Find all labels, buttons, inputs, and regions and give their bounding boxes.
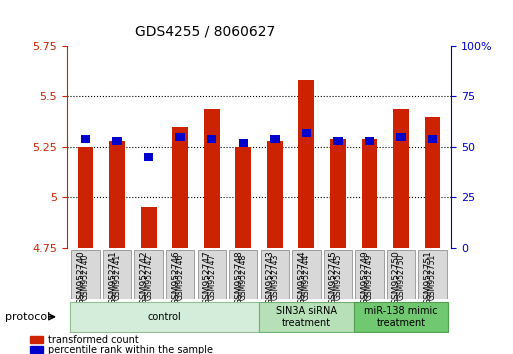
Text: GSM952750: GSM952750 — [397, 254, 405, 300]
Text: GSM952748: GSM952748 — [239, 254, 248, 300]
Text: GSM952740: GSM952740 — [81, 254, 90, 300]
Bar — [235, 147, 251, 248]
Text: SIN3A siRNA
treatment: SIN3A siRNA treatment — [276, 306, 337, 328]
Bar — [362, 139, 378, 248]
Text: GSM952748: GSM952748 — [234, 250, 243, 305]
Text: GSM952740: GSM952740 — [76, 250, 86, 305]
FancyBboxPatch shape — [324, 250, 352, 299]
Bar — [30, 336, 43, 343]
Text: GSM952745: GSM952745 — [333, 254, 342, 300]
Bar — [396, 133, 406, 141]
FancyBboxPatch shape — [292, 250, 321, 299]
Text: GSM952751: GSM952751 — [428, 254, 437, 300]
Bar — [175, 133, 185, 141]
Bar — [78, 147, 93, 248]
Text: GSM952746: GSM952746 — [171, 250, 180, 305]
Bar — [270, 135, 280, 143]
Text: protocol: protocol — [5, 312, 50, 322]
FancyBboxPatch shape — [70, 302, 259, 332]
Text: GSM952750: GSM952750 — [392, 250, 401, 305]
Text: GSM952749: GSM952749 — [365, 254, 374, 300]
Text: GDS4255 / 8060627: GDS4255 / 8060627 — [135, 25, 275, 39]
Text: percentile rank within the sample: percentile rank within the sample — [48, 345, 212, 354]
Bar — [425, 116, 440, 248]
FancyBboxPatch shape — [356, 250, 384, 299]
Bar — [207, 135, 216, 143]
Bar — [204, 109, 220, 248]
FancyBboxPatch shape — [353, 302, 448, 332]
Text: control: control — [148, 312, 181, 322]
Bar — [302, 129, 311, 137]
FancyBboxPatch shape — [103, 250, 131, 299]
Text: GSM952741: GSM952741 — [108, 250, 117, 305]
Bar — [109, 141, 125, 248]
FancyBboxPatch shape — [387, 250, 415, 299]
FancyBboxPatch shape — [418, 250, 447, 299]
Text: GSM952745: GSM952745 — [329, 250, 338, 305]
FancyBboxPatch shape — [134, 250, 163, 299]
Bar — [333, 137, 343, 145]
Bar — [141, 207, 156, 248]
Text: transformed count: transformed count — [48, 335, 139, 345]
FancyBboxPatch shape — [166, 250, 194, 299]
Text: GSM952749: GSM952749 — [361, 250, 369, 305]
Text: GSM952744: GSM952744 — [302, 254, 311, 300]
Bar — [365, 137, 374, 145]
Text: GSM952742: GSM952742 — [144, 254, 153, 300]
FancyBboxPatch shape — [71, 250, 100, 299]
Bar — [239, 139, 248, 147]
Bar — [144, 153, 153, 161]
Text: GSM952751: GSM952751 — [424, 250, 432, 305]
Text: GSM952746: GSM952746 — [176, 254, 185, 300]
Bar — [172, 127, 188, 248]
Bar — [267, 141, 283, 248]
Bar — [112, 137, 122, 145]
Bar — [299, 80, 314, 248]
Text: GSM952747: GSM952747 — [203, 250, 212, 305]
Bar — [428, 135, 437, 143]
Bar — [330, 139, 346, 248]
Text: GSM952744: GSM952744 — [298, 250, 306, 305]
FancyBboxPatch shape — [229, 250, 258, 299]
Text: GSM952742: GSM952742 — [140, 250, 149, 305]
Bar — [393, 109, 409, 248]
FancyBboxPatch shape — [198, 250, 226, 299]
Text: GSM952743: GSM952743 — [270, 254, 280, 300]
Text: GSM952743: GSM952743 — [266, 250, 275, 305]
Text: miR-138 mimic
treatment: miR-138 mimic treatment — [364, 306, 438, 328]
Bar — [81, 135, 90, 143]
FancyBboxPatch shape — [261, 250, 289, 299]
FancyBboxPatch shape — [259, 302, 353, 332]
Text: GSM952747: GSM952747 — [207, 254, 216, 300]
Text: GSM952741: GSM952741 — [113, 254, 122, 300]
Bar — [30, 346, 43, 353]
